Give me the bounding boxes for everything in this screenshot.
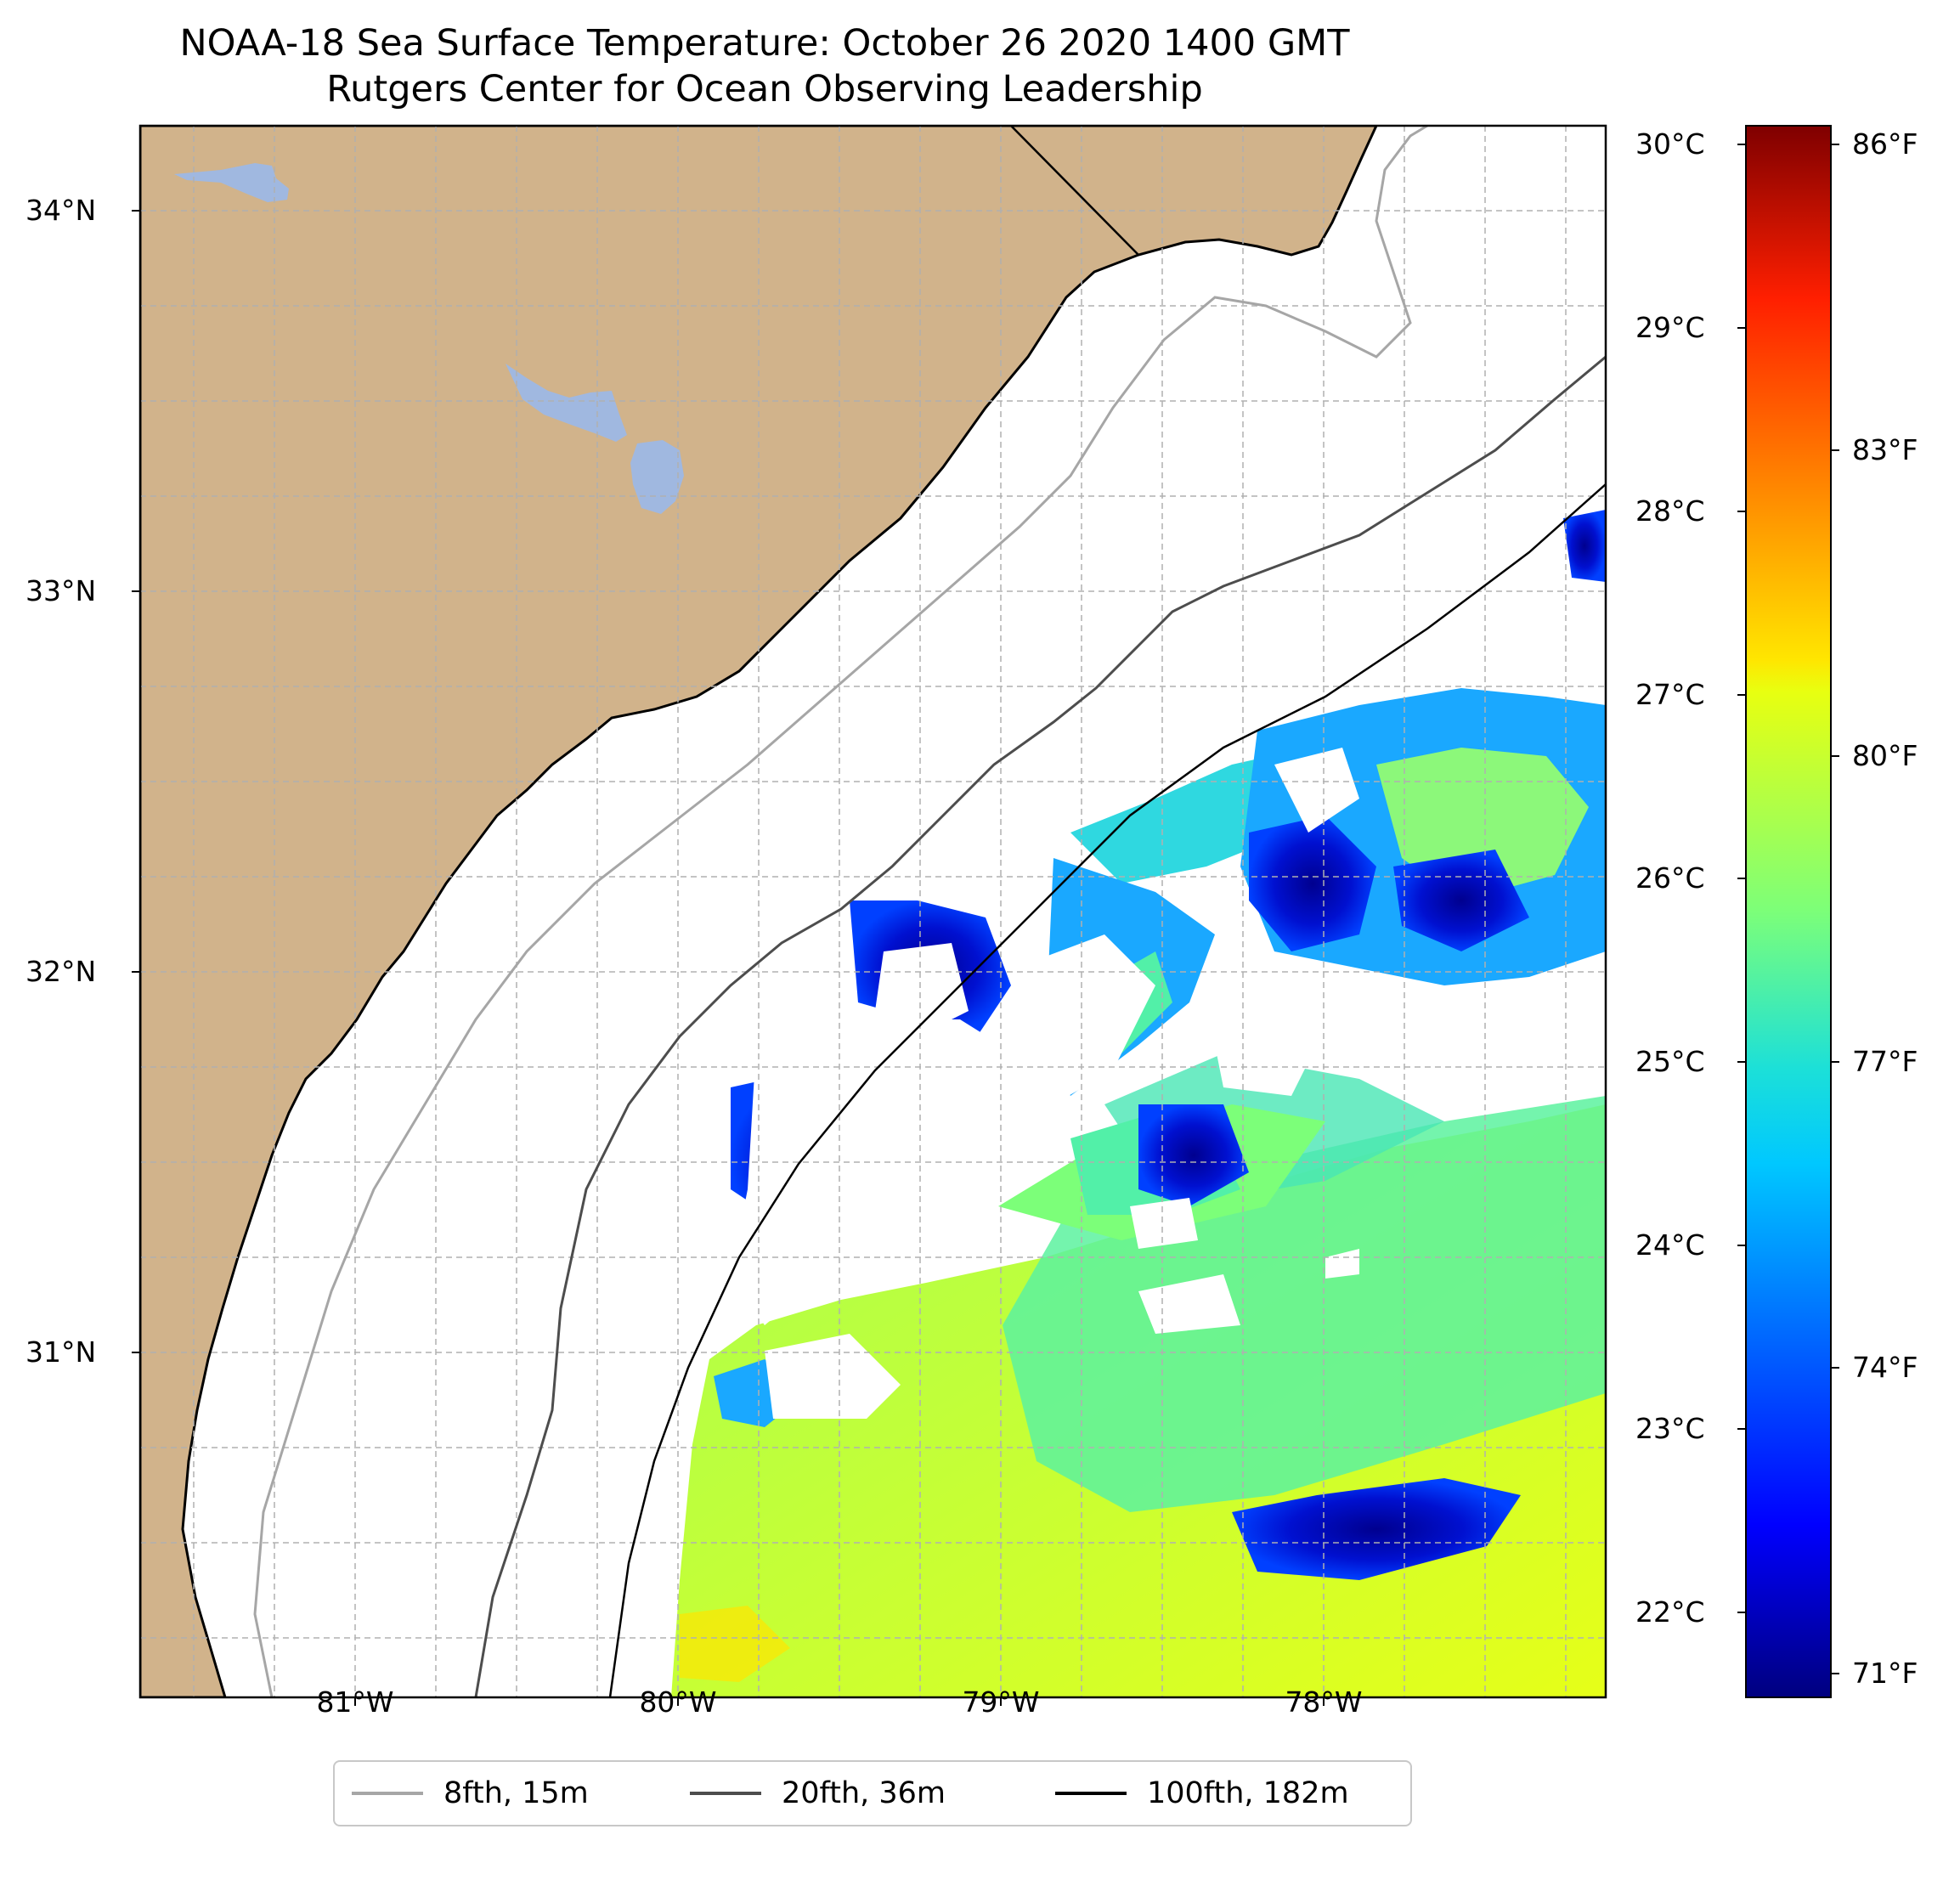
map-title: NOAA-18 Sea Surface Temperature: October… [179,22,1350,65]
contour-8fth [253,126,1428,1697]
lat-tick-label: 34°N [25,194,97,227]
lat-tick-label: 31°N [25,1335,97,1369]
map-tick-marks [132,210,1325,1706]
colorbar-celsius-label: 28°C [1635,494,1705,528]
legend-swatch [352,1792,423,1795]
state-border [1010,126,1139,256]
colorbar-fahrenheit-label: 83°F [1852,433,1918,466]
colorbar-celsius-label: 26°C [1635,861,1705,895]
lat-tick-label: 32°N [25,955,97,988]
contour-100fth [608,483,1606,1697]
colorbar-celsius-label: 22°C [1635,1595,1705,1629]
colorbar-celsius-label: 27°C [1635,678,1705,711]
colorbar-fahrenheit-label: 74°F [1852,1351,1918,1384]
legend-item-8fth: 8fth, 15m [352,1762,589,1825]
lon-tick-label: 80°W [639,1685,717,1719]
lake-icon [174,163,289,202]
colorbar-tick-marks [1737,144,1839,1674]
contour-legend: 8fth, 15m 20fth, 36m 100fth, 182m [333,1760,1412,1826]
colorbar-celsius-label: 24°C [1635,1228,1705,1262]
graticule [140,126,1606,1697]
legend-label: 8fth, 15m [443,1776,589,1810]
cloud-gaps [731,748,1606,1419]
legend-item-100fth: 100fth, 182m [1055,1762,1349,1825]
map-frame [138,124,1607,1699]
legend-item-20fth: 20fth, 36m [690,1762,946,1825]
sst-field [671,510,1606,1697]
contour-20fth [474,355,1606,1697]
lon-tick-label: 78°W [1285,1685,1363,1719]
legend-swatch [690,1792,761,1795]
lon-tick-label: 81°W [316,1685,394,1719]
colorbar-fahrenheit-label: 86°F [1852,127,1918,161]
map-subtitle: Rutgers Center for Ocean Observing Leade… [326,68,1203,110]
colorbar-fahrenheit-label: 77°F [1852,1045,1918,1078]
lat-tick-label: 33°N [25,574,97,607]
colorbar [1745,125,1832,1698]
colorbar-celsius-label: 25°C [1635,1045,1705,1078]
legend-label: 20fth, 36m [782,1776,946,1810]
legend-label: 100fth, 182m [1147,1776,1349,1810]
colorbar-celsius-label: 29°C [1635,311,1705,344]
colorbar-fahrenheit-label: 71°F [1852,1657,1918,1690]
colorbar-celsius-label: 30°C [1635,127,1705,161]
land-area [140,126,1378,1697]
colorbar-fahrenheit-label: 80°F [1852,739,1918,772]
legend-swatch [1055,1792,1127,1795]
lon-tick-label: 79°W [962,1685,1040,1719]
colorbar-celsius-label: 23°C [1635,1412,1705,1445]
